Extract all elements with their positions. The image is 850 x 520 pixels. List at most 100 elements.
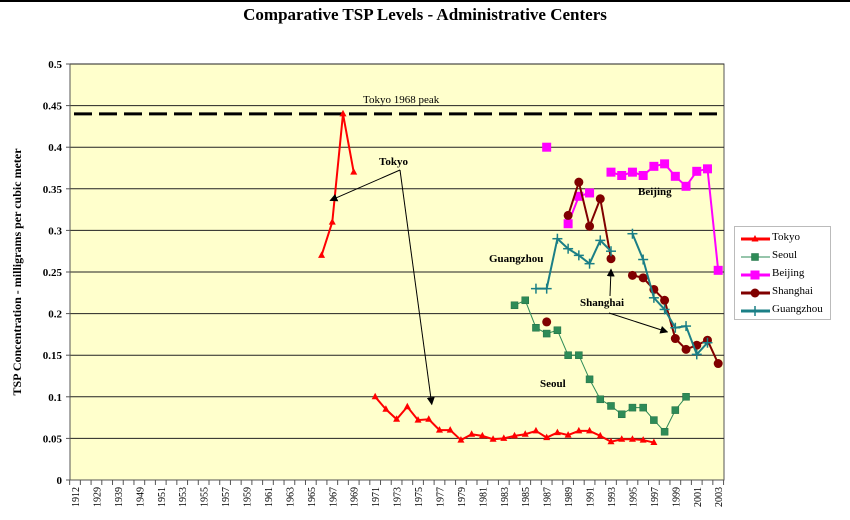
shanghai-point — [713, 359, 723, 369]
x-tick-label: 2001 — [693, 487, 704, 507]
tokyo-point — [371, 392, 379, 400]
x-tick-label: 1993 — [607, 487, 618, 507]
guangzhou-point — [573, 250, 584, 261]
seoul-point — [671, 406, 680, 414]
guangzhou-point — [648, 292, 659, 303]
shanghai-point — [585, 221, 595, 231]
shanghai-point — [606, 254, 616, 264]
x-tick-label: 1987 — [543, 487, 554, 507]
seoul-point — [521, 296, 529, 305]
x-tick-label: 1997 — [650, 487, 661, 507]
chart-title: Comparative TSP Levels - Administrative … — [243, 5, 607, 24]
guangzhou-point — [691, 349, 702, 360]
x-tick-label: 1961 — [264, 487, 275, 507]
beijing-point — [627, 167, 637, 177]
tokyo-point — [543, 433, 551, 441]
tokyo-point — [403, 402, 411, 410]
legend-swatch-beijing — [741, 270, 770, 280]
x-tick-label: 1985 — [521, 487, 532, 507]
legend-swatch-tokyo — [741, 235, 770, 242]
x-tick-label: 1955 — [200, 487, 211, 507]
legend-item-shanghai: Shanghai — [739, 284, 831, 302]
legend-item-tokyo: Tokyo — [739, 230, 831, 248]
seoul-point — [751, 253, 759, 261]
tokyo-point — [639, 436, 647, 443]
legend-swatch-guangzhou — [741, 306, 770, 316]
series-seoul — [510, 296, 690, 436]
shanghai-point — [595, 194, 605, 204]
guangzhou-point — [681, 321, 692, 332]
tokyo-point — [553, 428, 561, 436]
seoul-point — [596, 395, 605, 404]
y-axis: 0 0.05 0.1 0.15 0.2 0.25 0.3 0.35 0.4 0.45 0.5 — [43, 59, 71, 487]
y-tick-label: 0.4 — [48, 142, 62, 154]
beijing-point — [660, 159, 670, 169]
legend: Tokyo Seoul Beijing Shanghai Guangzhou — [734, 226, 831, 320]
annotation-arrows — [329, 169, 669, 406]
x-tick-label: 1967 — [328, 487, 339, 507]
tokyo-point — [511, 431, 519, 439]
tokyo-point — [425, 415, 433, 422]
series-group — [318, 109, 723, 446]
seoul-point — [553, 326, 562, 334]
legend-label: Shanghai — [772, 285, 813, 297]
x-tick-label: 1989 — [564, 487, 575, 507]
beijing-point — [563, 219, 573, 229]
tokyo-point — [457, 436, 465, 443]
seoul-point — [564, 351, 572, 359]
x-tick-label: 1981 — [478, 487, 489, 507]
tokyo-point — [521, 430, 529, 437]
legend-label: Beijing — [772, 267, 805, 279]
seoul-point — [617, 410, 626, 419]
shanghai-point — [660, 295, 670, 305]
guangzhou-point — [563, 243, 574, 254]
beijing-point — [750, 270, 760, 280]
x-tick-label: 1953 — [178, 487, 189, 507]
seoul-point — [682, 393, 690, 401]
guangzhou-point — [552, 233, 563, 244]
annotation-tokyo: Tokyo — [379, 156, 408, 168]
y-tick-label: 0.35 — [43, 184, 63, 196]
y-tick-label: 0.25 — [43, 267, 63, 279]
tokyo-point — [650, 438, 658, 446]
tokyo-arrow — [399, 169, 435, 406]
y-tick-label: 0.3 — [48, 225, 62, 237]
seoul-point — [542, 329, 551, 338]
tokyo-point — [446, 426, 454, 433]
guangzhou-point — [659, 304, 670, 315]
guangzhou-point — [530, 283, 541, 294]
seoul-point — [532, 323, 540, 332]
seoul-point — [585, 375, 594, 384]
seoul-point — [639, 403, 647, 412]
y-tick-label: 0 — [57, 475, 63, 487]
beijing-point — [574, 191, 584, 201]
series-tokyo — [318, 109, 658, 446]
x-tick-label: 1971 — [371, 487, 382, 507]
x-tick-label: 1912 — [71, 487, 82, 507]
guangzhou-point — [750, 306, 760, 316]
seoul-point — [628, 403, 637, 412]
y-tick-label: 0.1 — [48, 392, 62, 404]
beijing-point — [702, 164, 712, 174]
annotation-guangzhou: Guangzhou — [489, 253, 543, 265]
beijing-point — [670, 171, 680, 181]
beijing-point — [585, 188, 595, 198]
annotation-beijing: Beijing — [638, 186, 672, 198]
tokyo-point — [628, 435, 636, 442]
tokyo-point — [751, 235, 759, 242]
legend-item-beijing: Beijing — [739, 266, 831, 284]
seoul-point — [660, 427, 669, 436]
shanghai-arrow — [606, 268, 615, 297]
guangzhou-point — [595, 235, 606, 246]
beijing-point — [692, 166, 702, 176]
x-tick-label: 1963 — [285, 487, 296, 507]
beijing-point — [638, 170, 648, 180]
x-tick-label: 1929 — [92, 487, 103, 507]
gridlines — [70, 63, 724, 439]
legend-swatch-seoul — [741, 253, 770, 261]
shanghai-point — [563, 210, 573, 220]
x-tick-label: 1975 — [414, 487, 425, 507]
series-beijing — [542, 142, 723, 275]
shanghai-point — [638, 273, 648, 283]
